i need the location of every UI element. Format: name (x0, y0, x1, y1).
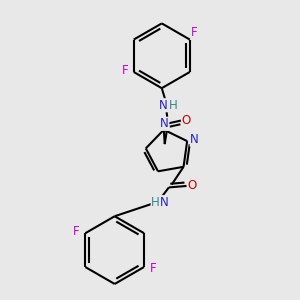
Text: O: O (181, 114, 190, 127)
Text: F: F (191, 26, 198, 39)
Text: H: H (169, 99, 178, 112)
Text: N: N (160, 196, 169, 208)
Text: N: N (159, 99, 168, 112)
Text: O: O (187, 179, 196, 193)
Text: N: N (190, 133, 199, 146)
Text: F: F (149, 262, 156, 275)
Text: F: F (122, 64, 128, 77)
Text: H: H (151, 196, 160, 208)
Text: N: N (160, 117, 169, 130)
Text: F: F (73, 225, 80, 238)
